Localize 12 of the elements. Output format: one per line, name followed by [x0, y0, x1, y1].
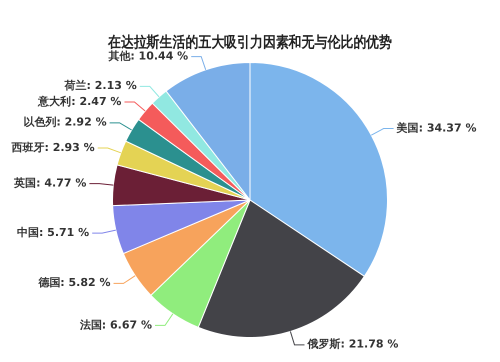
slice-label: 中国: 5.71 %: [16, 226, 90, 240]
slice-label: 美国: 34.37 %: [396, 121, 476, 134]
slice-label: 德国: 5.82 %: [37, 276, 111, 290]
slice-label: 以色列: 2.92 %: [23, 116, 107, 129]
slice-label: 荷兰: 2.13 %: [64, 79, 137, 92]
slice-label: 其他: 10.44 %: [107, 49, 188, 62]
slice-label: 法国: 6.67 %: [78, 318, 152, 332]
slice-label: 意大利: 2.47 %: [37, 94, 122, 108]
chart-title: 在达拉斯生活的五大吸引力因素和无与伦比的优势: [107, 34, 392, 52]
slice-label: 西班牙: 2.93 %: [10, 140, 95, 154]
slice-label: 俄罗斯: 21.78 %: [306, 338, 398, 351]
slice-label: 英国: 4.77 %: [13, 176, 86, 190]
